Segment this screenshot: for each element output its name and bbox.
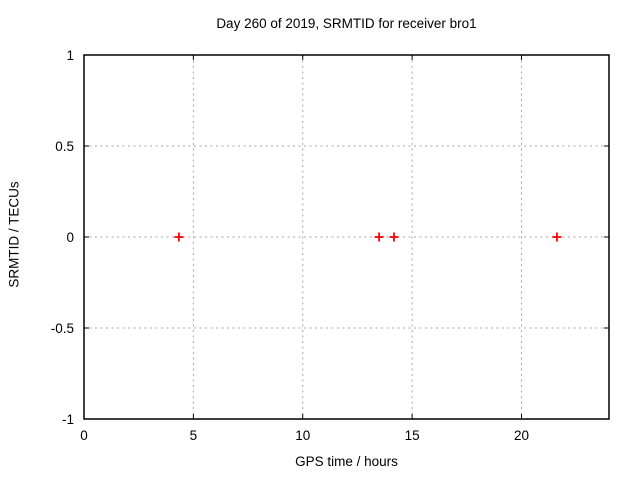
y-tick-label: -0.5 <box>51 321 74 336</box>
plot-border <box>83 54 610 420</box>
y-axis-label: SRMTID / TECUs <box>6 181 22 288</box>
y-tick-label: 1 <box>66 48 74 63</box>
chart-title: Day 260 of 2019, SRMTID for receiver bro… <box>216 16 477 31</box>
y-tick-label: 0.5 <box>55 139 74 154</box>
x-tick-label: 0 <box>80 428 88 443</box>
y-tick-label: 0 <box>66 230 74 245</box>
x-tick-label: 15 <box>405 428 420 443</box>
x-tick-label: 20 <box>514 428 529 443</box>
x-axis-label: GPS time / hours <box>295 454 398 469</box>
x-tick-label: 10 <box>295 428 310 443</box>
y-tick-label: -1 <box>62 412 74 427</box>
x-tick-label: 5 <box>190 428 198 443</box>
